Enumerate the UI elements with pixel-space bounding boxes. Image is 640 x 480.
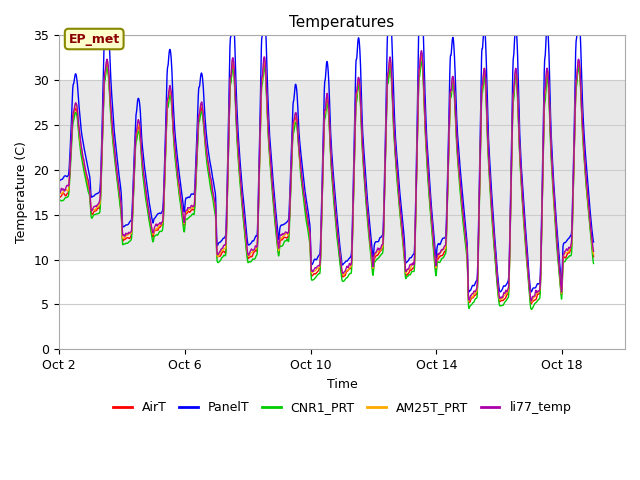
- X-axis label: Time: Time: [326, 378, 358, 391]
- Title: Temperatures: Temperatures: [289, 15, 395, 30]
- Bar: [59, 80, 625, 260]
- Y-axis label: Temperature (C): Temperature (C): [15, 142, 28, 243]
- Legend: AirT, PanelT, CNR1_PRT, AM25T_PRT, li77_temp: AirT, PanelT, CNR1_PRT, AM25T_PRT, li77_…: [108, 396, 577, 420]
- Text: EP_met: EP_met: [68, 33, 120, 46]
